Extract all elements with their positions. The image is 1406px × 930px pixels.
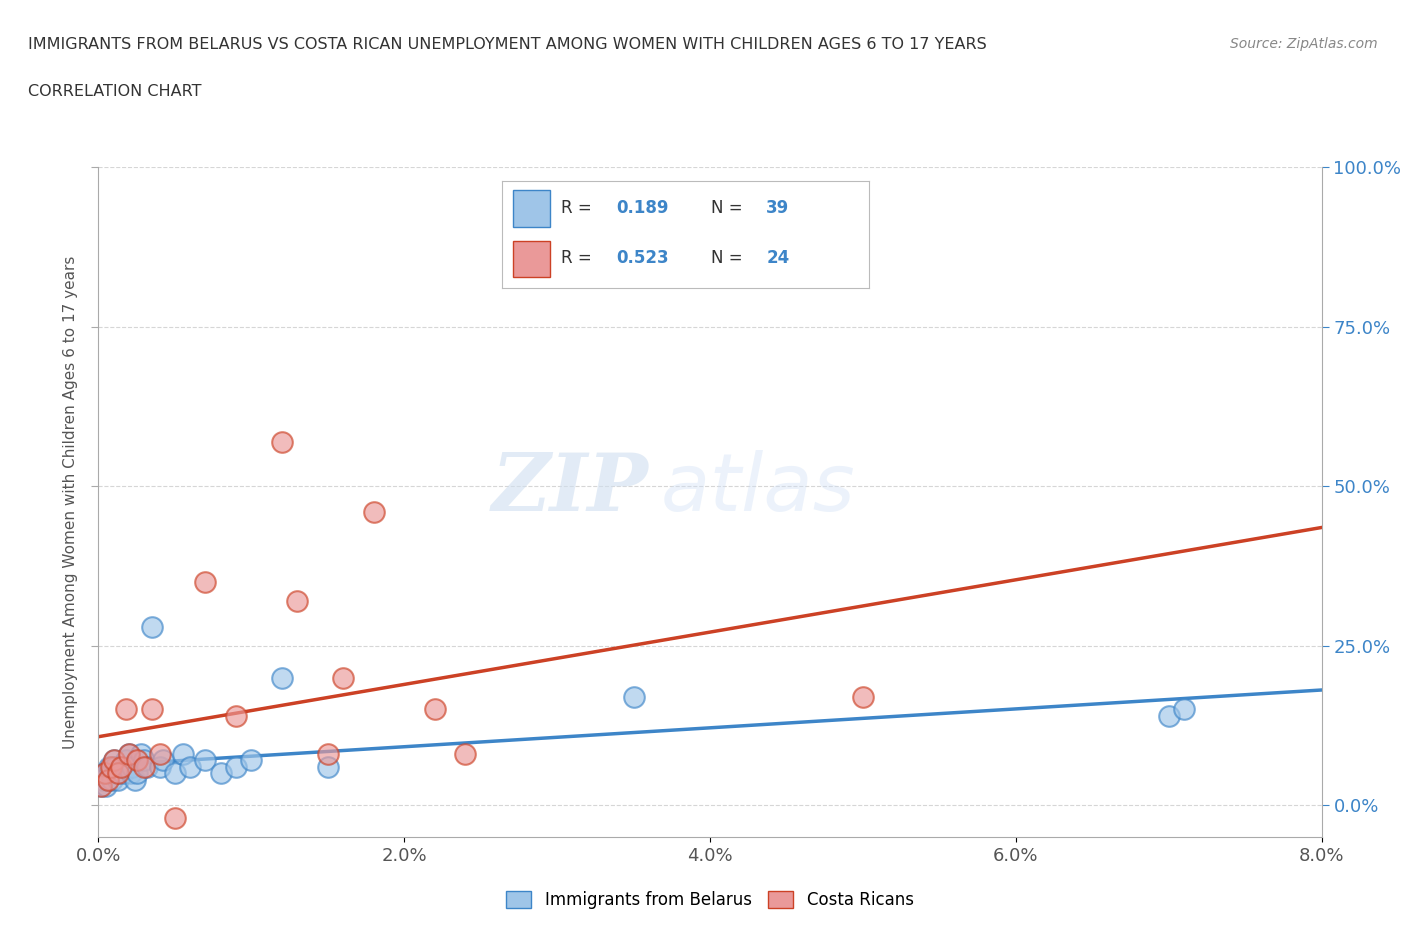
- Point: [240, 753, 263, 768]
- Point: [852, 689, 875, 704]
- Point: [136, 760, 159, 775]
- Point: [97, 772, 120, 787]
- Point: [121, 760, 143, 775]
- Point: [118, 747, 141, 762]
- Text: CORRELATION CHART: CORRELATION CHART: [28, 84, 201, 99]
- Legend: Immigrants from Belarus, Costa Ricans: Immigrants from Belarus, Costa Ricans: [499, 884, 921, 916]
- Point: [98, 760, 121, 775]
- Point: [100, 760, 122, 775]
- Point: [225, 709, 247, 724]
- Point: [152, 753, 174, 768]
- Point: [209, 765, 232, 780]
- Point: [105, 765, 128, 780]
- Point: [194, 575, 217, 590]
- Point: [149, 760, 172, 775]
- Text: IMMIGRANTS FROM BELARUS VS COSTA RICAN UNEMPLOYMENT AMONG WOMEN WITH CHILDREN AG: IMMIGRANTS FROM BELARUS VS COSTA RICAN U…: [28, 37, 987, 52]
- Point: [97, 772, 120, 787]
- Point: [363, 504, 385, 519]
- Point: [149, 747, 172, 762]
- Point: [93, 765, 115, 780]
- Point: [141, 619, 163, 634]
- Point: [107, 765, 129, 780]
- Point: [163, 765, 186, 780]
- Point: [110, 760, 132, 775]
- Point: [110, 760, 132, 775]
- Text: Source: ZipAtlas.com: Source: ZipAtlas.com: [1230, 37, 1378, 51]
- Point: [423, 702, 446, 717]
- Point: [623, 689, 645, 704]
- Point: [134, 760, 156, 775]
- Point: [91, 772, 114, 787]
- Point: [270, 434, 294, 449]
- Point: [107, 772, 129, 787]
- Point: [103, 753, 125, 768]
- Point: [1173, 702, 1195, 717]
- Point: [94, 778, 117, 793]
- Point: [270, 671, 294, 685]
- Point: [316, 760, 339, 775]
- Y-axis label: Unemployment Among Women with Children Ages 6 to 17 years: Unemployment Among Women with Children A…: [63, 256, 79, 749]
- Point: [172, 747, 194, 762]
- Point: [1157, 709, 1180, 724]
- Point: [179, 760, 201, 775]
- Point: [316, 747, 339, 762]
- Point: [93, 765, 115, 780]
- Point: [194, 753, 217, 768]
- Point: [120, 765, 142, 780]
- Point: [115, 753, 138, 768]
- Point: [124, 772, 146, 787]
- Point: [454, 747, 477, 762]
- Point: [332, 671, 354, 685]
- Point: [141, 702, 163, 717]
- Point: [118, 747, 141, 762]
- Point: [104, 760, 127, 775]
- Point: [100, 765, 122, 780]
- Point: [129, 747, 152, 762]
- Point: [90, 778, 112, 793]
- Point: [285, 593, 308, 608]
- Point: [125, 753, 148, 768]
- Point: [163, 810, 186, 825]
- Point: [90, 778, 112, 793]
- Point: [125, 765, 148, 780]
- Text: atlas: atlas: [661, 450, 856, 528]
- Text: ZIP: ZIP: [492, 450, 650, 527]
- Point: [134, 753, 156, 768]
- Point: [117, 760, 139, 775]
- Point: [225, 760, 247, 775]
- Point: [111, 765, 134, 780]
- Point: [101, 772, 124, 787]
- Point: [103, 753, 125, 768]
- Point: [115, 702, 138, 717]
